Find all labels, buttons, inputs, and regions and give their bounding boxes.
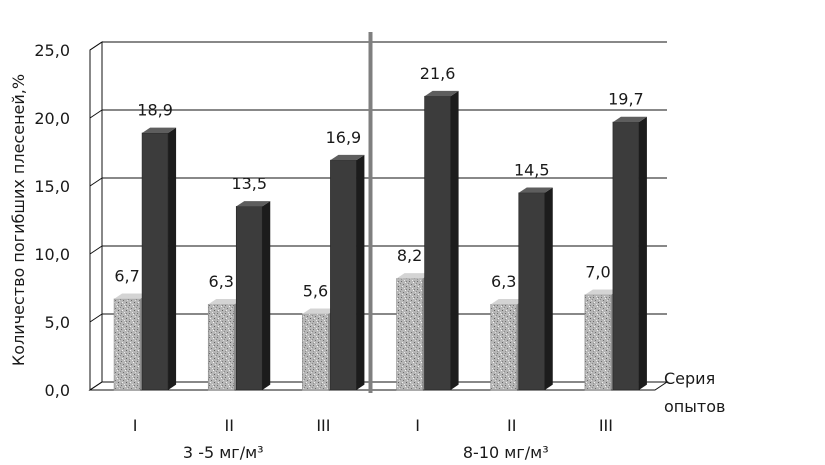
bar-g2-III-s1-front [584, 294, 612, 391]
y-tick-label: 5,0 [45, 313, 70, 332]
bar-g1-II-s2-front [235, 206, 263, 391]
x-axis-title-line1: Серия [664, 369, 715, 388]
bar-g2-I-s2-front [424, 95, 451, 391]
gridline-diagonal [89, 177, 103, 187]
data-label: 16,9 [326, 128, 362, 147]
bar-g2-I-s2-side [450, 90, 459, 390]
y-axis-title: Количество погибших плесеней,% [9, 74, 28, 366]
data-label: 14,5 [514, 160, 550, 179]
bar-g2-III-s1-top [584, 289, 619, 295]
data-label: 8,2 [397, 246, 422, 265]
bar-g1-II-s2 [235, 201, 271, 391]
bar-g1-I-s1-front [113, 298, 141, 391]
gridline-diagonal [89, 313, 103, 323]
bar-g2-II-s2-top [518, 187, 553, 193]
y-axis-wall [89, 41, 103, 391]
bar-g2-III-s2-side [638, 116, 647, 390]
data-label: 6,3 [209, 272, 234, 291]
bar-g1-I-s2-side [168, 127, 177, 391]
bar-g1-III-s1-top [302, 308, 337, 314]
bar-g1-I-s2-front [141, 132, 169, 391]
x-tick-label: III [599, 416, 613, 435]
bar-g1-III-s2-front [330, 159, 357, 391]
bar-g2-I-s1-front [396, 278, 423, 391]
floor [88, 381, 669, 391]
x-tick-label: III [316, 416, 330, 435]
y-tick-label: 0,0 [45, 381, 70, 400]
y-tick-label: 10,0 [34, 245, 70, 264]
bar-g1-I-s2 [141, 127, 177, 391]
bar-g1-I-s1-top [114, 293, 149, 299]
data-label: 6,3 [491, 272, 516, 291]
x-tick-label: I [415, 416, 420, 435]
bar-g1-III-s2-side [356, 154, 365, 390]
y-tick-label: 25,0 [34, 41, 70, 60]
gridline-diagonal [89, 245, 103, 255]
bar-g1-III-s1-front [302, 313, 329, 391]
y-tick-label: 20,0 [34, 109, 70, 128]
bar-g2-I-s2-top [424, 90, 459, 97]
bar-g1-II-s2-top [236, 201, 271, 207]
data-label: 21,6 [420, 64, 456, 83]
x-tick-label: II [225, 416, 234, 435]
bar-g1-II-s1-front [207, 304, 235, 391]
bar-g1-II-s2-side [262, 201, 271, 390]
bar-g2-II-s2-side [544, 187, 553, 390]
bar-g2-III-s2-top [612, 116, 647, 123]
bar-g2-II-s1-top [490, 298, 525, 305]
bar-g2-II-s1-front [490, 304, 518, 391]
data-label: 13,5 [231, 174, 267, 193]
data-label: 5,6 [303, 282, 328, 301]
data-label: 18,9 [137, 101, 173, 120]
data-label: 7,0 [585, 262, 610, 281]
x-tick-label: II [507, 416, 516, 435]
bar-g1-II-s1-top [208, 298, 243, 305]
bar-g1-III-s2-top [330, 154, 365, 161]
bar-g1-III-s2 [330, 154, 365, 391]
x-tick-label: I [133, 416, 138, 435]
x-axis-title-line2: опытов [664, 397, 725, 416]
bar-g2-I-s2 [424, 90, 459, 391]
data-label: 19,7 [608, 90, 644, 109]
y-tick-label: 15,0 [34, 177, 70, 196]
gridline-diagonal [89, 109, 103, 119]
gridline-diagonal [89, 381, 103, 391]
bar-g2-I-s1-top [396, 273, 431, 279]
bar-g1-I-s2-top [142, 127, 177, 133]
bar-g2-II-s2 [518, 187, 553, 391]
bar-g2-II-s2-front [518, 192, 546, 391]
gridline-diagonal [89, 41, 103, 51]
group-label: 3 -5 мг/м³ [183, 443, 264, 462]
group-label: 8-10 мг/м³ [463, 443, 549, 462]
data-label: 6,7 [114, 267, 139, 286]
bar-g2-III-s2-front [612, 121, 640, 391]
bar-g2-III-s2 [612, 116, 647, 391]
